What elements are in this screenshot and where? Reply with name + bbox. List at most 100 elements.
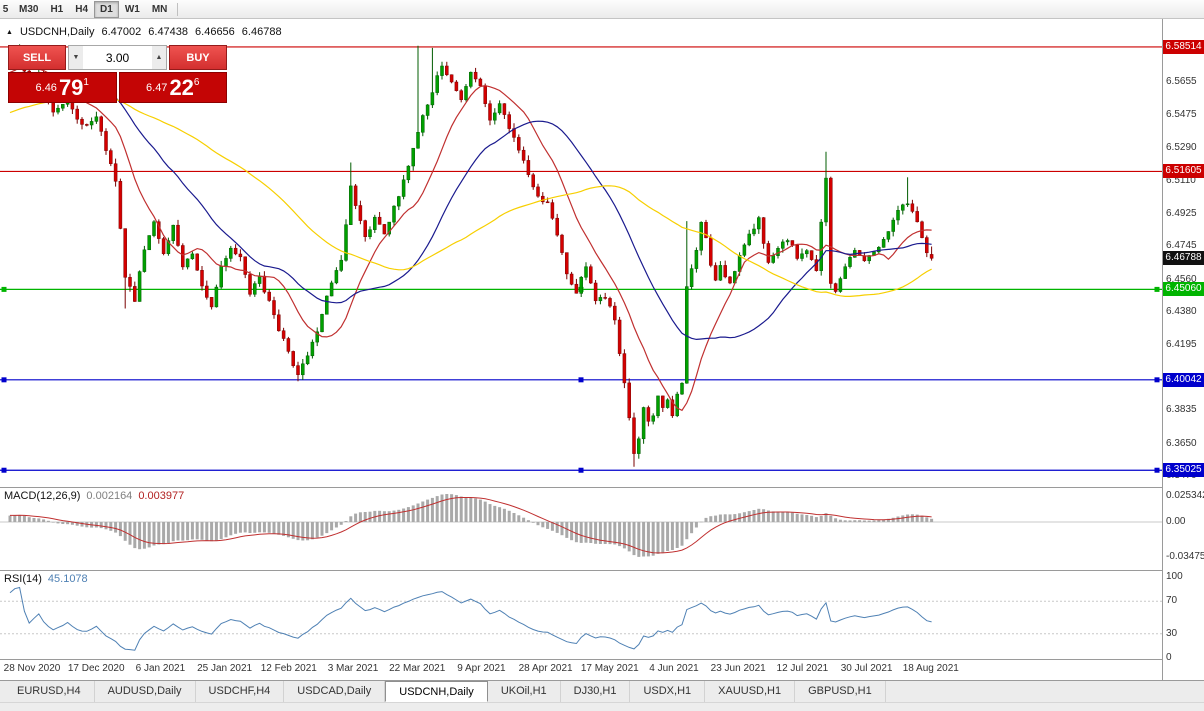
macd-histogram-bar — [66, 522, 70, 525]
macd-histogram-bar — [205, 522, 209, 541]
candle — [291, 350, 295, 368]
macd-histogram-bar — [291, 522, 295, 539]
macd-histogram-bar — [234, 522, 238, 534]
moving-average-line — [9, 66, 932, 412]
chart-tab-usdx[interactable]: USDX,H1 — [630, 681, 706, 702]
candle — [142, 245, 147, 273]
pane-separator[interactable] — [0, 570, 1204, 571]
chart-tab-eurusd[interactable]: EURUSD,H4 — [4, 681, 95, 702]
candle — [497, 100, 502, 115]
macd-histogram-bar — [574, 522, 578, 543]
chart-tab-dj30[interactable]: DJ30,H1 — [561, 681, 631, 702]
sell-button[interactable]: SELL — [8, 45, 66, 70]
chart-tab-gbpusd[interactable]: GBPUSD,H1 — [795, 681, 886, 702]
line-handle[interactable] — [1154, 286, 1160, 292]
candle — [368, 226, 372, 240]
price-axis[interactable]: 6.5655 6.5475 6.5290 6.5110 6.4925 6.4745 6.45… — [1163, 19, 1204, 680]
candle — [891, 217, 895, 237]
candle — [617, 316, 622, 357]
candle — [281, 327, 286, 341]
candle — [848, 255, 852, 269]
toolbar-divider — [177, 2, 179, 16]
buy-button[interactable]: BUY — [169, 45, 227, 70]
macd-histogram-bar — [502, 508, 506, 522]
chart-tab-usdchf[interactable]: USDCHF,H4 — [196, 681, 285, 702]
candle — [742, 243, 747, 258]
timeframe-button-mn[interactable]: MN — [146, 1, 174, 18]
moving-average-line — [9, 78, 932, 341]
time-axis[interactable]: 28 Nov 2020 17 Dec 2020 6 Jan 2021 25 Jan 2… — [0, 660, 1162, 680]
volume-input[interactable]: 3.00 — [83, 46, 152, 69]
chart-tab-usdcad[interactable]: USDCAD,Daily — [284, 681, 386, 702]
candle — [349, 162, 353, 225]
macd-histogram-bar — [834, 518, 838, 522]
macd-histogram-bar — [685, 522, 689, 540]
candle — [886, 231, 891, 243]
candle — [641, 406, 646, 444]
timeframe-button-h4[interactable]: H4 — [69, 1, 94, 18]
timeframe-button-h1[interactable]: H1 — [44, 1, 69, 18]
volume-decrease-button[interactable]: ▼ — [69, 46, 83, 69]
candle — [296, 361, 300, 382]
candle — [113, 158, 118, 187]
chart-tab-xauusd[interactable]: XAUUSD,H1 — [705, 681, 796, 702]
price-axis-label: 6.3650 — [1166, 437, 1197, 449]
chart-tab-ukoil[interactable]: UKOil,H1 — [488, 681, 561, 702]
timeframe-toolbar: 5 M30 H1 H4 D1 W1 MN — [0, 0, 1204, 19]
line-handle[interactable] — [578, 377, 584, 383]
volume-increase-button[interactable]: ▲ — [152, 46, 166, 69]
macd-histogram-bar — [61, 522, 65, 524]
line-handle[interactable] — [1, 467, 7, 473]
candle — [603, 292, 607, 300]
macd-indicator-canvas[interactable] — [0, 488, 1162, 570]
line-handle[interactable] — [578, 467, 584, 473]
line-handle[interactable] — [1, 286, 7, 292]
chart-tab-usdcnh[interactable]: USDCNH,Daily — [385, 681, 488, 702]
macd-histogram-bar — [757, 508, 761, 522]
candle — [689, 264, 694, 290]
timeframe-button-5[interactable]: 5 — [0, 1, 13, 18]
macd-histogram-bar — [238, 522, 242, 533]
rsi-axis-label: 30 — [1166, 627, 1178, 639]
price-axis-label: 6.5110 — [1166, 174, 1196, 186]
pane-separator[interactable] — [0, 659, 1204, 660]
macd-histogram-bar — [925, 517, 929, 522]
candle — [440, 61, 444, 80]
candle — [185, 258, 190, 270]
candle — [166, 237, 171, 256]
macd-histogram-bar — [814, 517, 818, 522]
macd-histogram-bar — [286, 522, 290, 538]
timeframe-button-m30[interactable]: M30 — [13, 1, 44, 18]
candle — [521, 146, 526, 164]
line-handle[interactable] — [1154, 377, 1160, 383]
candle — [694, 247, 699, 273]
candle — [862, 252, 867, 262]
sell-price-display[interactable]: 6.46 79 1 — [8, 72, 117, 103]
rsi-value: 45.1078 — [47, 573, 88, 585]
candle — [646, 405, 651, 427]
macd-histogram-bar — [344, 521, 348, 522]
buy-price-display[interactable]: 6.47 22 6 — [118, 72, 227, 103]
candle — [353, 184, 358, 210]
timeframe-button-w1[interactable]: W1 — [119, 1, 146, 18]
candle — [661, 395, 665, 412]
macd-histogram-bar — [267, 522, 271, 533]
chart-tab-audusd[interactable]: AUDUSD,Daily — [95, 681, 196, 702]
macd-histogram-bar — [666, 522, 670, 551]
pane-separator[interactable] — [0, 487, 1204, 488]
macd-histogram-bar — [219, 522, 223, 540]
macd-histogram-bar — [906, 514, 910, 522]
date-axis-label: 3 Mar 2021 — [327, 663, 379, 674]
macd-histogram-bar — [877, 520, 881, 522]
macd-histogram-bar — [334, 522, 338, 528]
macd-histogram-bar — [176, 522, 180, 541]
price-chart-canvas[interactable] — [0, 19, 1162, 487]
ohlc-close: 6.46788 — [241, 26, 282, 38]
line-handle[interactable] — [1154, 467, 1160, 473]
rsi-indicator-canvas[interactable] — [0, 571, 1162, 659]
timeframe-button-d1[interactable]: D1 — [94, 0, 119, 18]
line-handle[interactable] — [1, 377, 7, 383]
candle — [411, 147, 415, 171]
candle — [339, 255, 343, 272]
candle — [761, 217, 766, 249]
